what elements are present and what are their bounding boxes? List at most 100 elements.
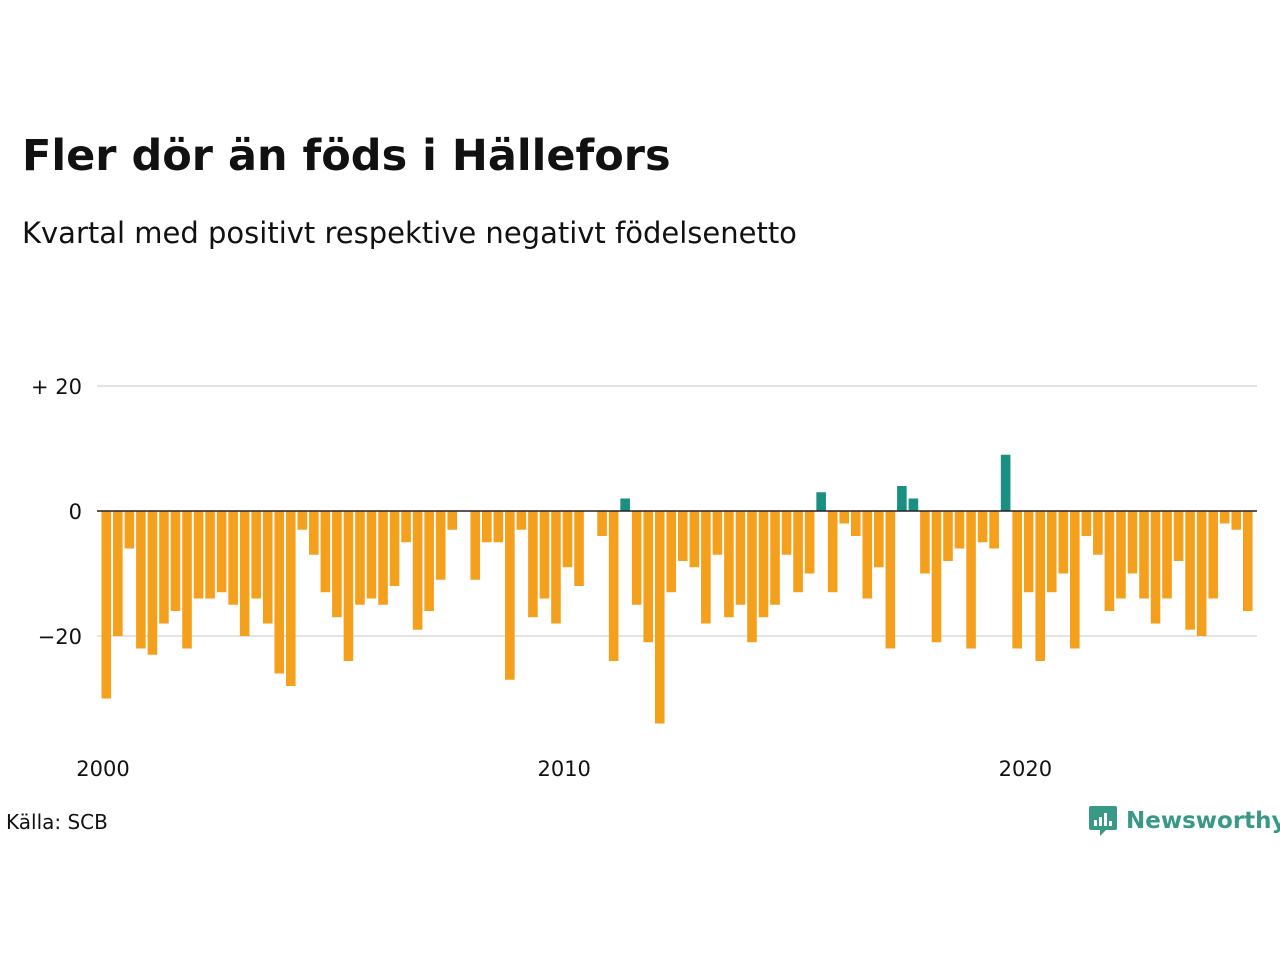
bar-negative	[147, 511, 158, 655]
bar-negative	[539, 511, 550, 599]
bar-negative	[1208, 511, 1218, 599]
bar-negative	[793, 511, 803, 593]
bar-negative	[182, 511, 192, 649]
bar-negative	[781, 511, 792, 555]
bar-positive	[816, 492, 826, 511]
bar-negative	[770, 511, 780, 605]
bar-negative	[1081, 511, 1092, 536]
bar-negative	[654, 511, 665, 724]
brand-name: Newsworthy	[1126, 808, 1280, 834]
bar-negative	[424, 511, 434, 611]
bar-negative	[735, 511, 746, 605]
axes: + 20 0 −20 2000 2010 2020	[31, 375, 1257, 781]
bar-negative	[505, 511, 515, 680]
bar-negative	[101, 511, 112, 699]
bar-negative	[470, 511, 481, 580]
bar-negative	[874, 511, 884, 568]
bar-negative	[262, 511, 273, 624]
bar-negative	[977, 511, 988, 543]
bar-negative	[285, 511, 296, 686]
source-note: Källa: SCB	[6, 810, 108, 834]
bar-negative	[516, 511, 527, 530]
bar-negative	[839, 511, 850, 524]
bar-negative	[712, 511, 723, 555]
bar-negative	[804, 511, 815, 574]
bar-negative	[1219, 511, 1230, 524]
bar-negative	[170, 511, 181, 611]
bar-negative	[1162, 511, 1172, 599]
bar-negative	[1150, 511, 1161, 624]
bar-negative	[885, 511, 896, 649]
bar-negative	[366, 511, 377, 599]
bar-negative	[193, 511, 204, 599]
bar-negative	[943, 511, 953, 561]
bar-negative	[666, 511, 677, 593]
bar-positive	[1000, 454, 1011, 511]
bar-negative	[124, 511, 135, 549]
bar-negative	[597, 511, 607, 536]
bar-negative	[493, 511, 504, 543]
y-tick-label: −20	[38, 625, 82, 649]
bar-negative	[689, 511, 700, 568]
bar-positive	[897, 486, 907, 511]
bar-negative	[562, 511, 573, 568]
bar-negative	[228, 511, 238, 605]
bar-negative	[920, 511, 930, 574]
bar-negative	[1046, 511, 1057, 593]
bar-negative	[481, 511, 492, 543]
bar-negative	[724, 511, 734, 618]
bar-negative	[1242, 511, 1253, 611]
bar-negative	[332, 511, 342, 618]
bar-negative	[608, 511, 619, 661]
bar-negative	[1093, 511, 1103, 555]
bar-series	[101, 454, 1253, 724]
chart-title: Fler dör än föds i Hällefors	[22, 131, 671, 181]
bar-negative	[850, 511, 861, 536]
bar-negative	[355, 511, 365, 605]
x-tick-label: 2000	[76, 757, 129, 781]
bar-negative	[309, 511, 319, 555]
bar-negative	[954, 511, 965, 549]
brand-logo: Newsworthy	[1088, 804, 1280, 838]
bar-negative	[159, 511, 169, 624]
bar-negative	[827, 511, 838, 593]
bar-negative	[1023, 511, 1034, 593]
chart-subtitle: Kvartal med positivt respektive negativt…	[22, 216, 797, 250]
bar-negative	[113, 511, 123, 636]
bar-negative	[758, 511, 769, 618]
bar-negative	[1127, 511, 1138, 574]
bar-negative	[239, 511, 250, 636]
bar-negative	[747, 511, 757, 643]
bar-negative	[989, 511, 999, 549]
bar-negative	[1104, 511, 1115, 611]
bar-negative	[1058, 511, 1069, 574]
bar-positive	[620, 498, 630, 511]
bar-negative	[251, 511, 261, 599]
bar-negative	[678, 511, 688, 561]
bar-negative	[1116, 511, 1126, 599]
bar-negative	[389, 511, 400, 586]
bar-negative	[528, 511, 538, 618]
bar-negative	[574, 511, 584, 586]
bar-negative	[1231, 511, 1242, 530]
bar-negative	[205, 511, 215, 599]
bar-negative	[1196, 511, 1207, 636]
bar-negative	[435, 511, 446, 580]
y-tick-label: + 20	[31, 375, 82, 399]
x-tick-label: 2020	[999, 757, 1052, 781]
y-tick-label: 0	[69, 500, 82, 524]
bar-negative	[274, 511, 285, 674]
bar-negative	[862, 511, 873, 599]
bar-negative	[631, 511, 642, 605]
bar-negative	[1185, 511, 1195, 630]
bar-negative	[551, 511, 561, 624]
bar-negative	[1070, 511, 1080, 649]
bar-negative	[378, 511, 388, 605]
bar-negative	[1173, 511, 1184, 561]
x-tick-label: 2010	[537, 757, 590, 781]
bar-negative	[401, 511, 411, 543]
bar-negative	[136, 511, 146, 649]
bar-negative	[643, 511, 654, 643]
bar-negative	[701, 511, 711, 624]
